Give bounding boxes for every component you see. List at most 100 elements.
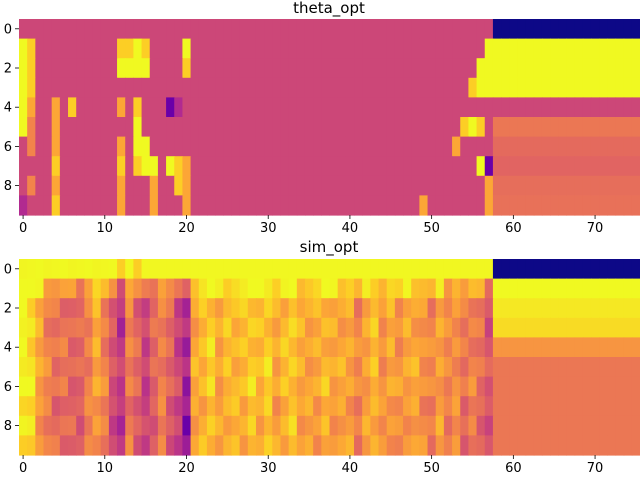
heatmap-cell xyxy=(141,19,151,40)
heatmap-cell xyxy=(337,357,347,378)
heatmap-cell xyxy=(59,38,69,59)
heatmap-cell xyxy=(329,376,339,397)
heatmap-cell xyxy=(362,97,371,118)
heatmap-cell xyxy=(476,136,486,157)
heatmap-cell xyxy=(198,317,208,338)
heatmap-cell xyxy=(452,77,461,98)
heatmap-cell xyxy=(599,38,608,59)
heatmap-cell xyxy=(378,396,388,417)
heatmap-cell xyxy=(566,77,576,98)
heatmap-cell xyxy=(517,58,527,79)
heatmap-cell xyxy=(345,337,355,358)
heatmap-cell xyxy=(394,117,404,138)
heatmap-cell xyxy=(435,175,445,196)
heatmap-cell xyxy=(133,396,143,417)
heatmap-cell xyxy=(166,298,175,319)
heatmap-cell xyxy=(631,175,640,196)
heatmap-cell xyxy=(182,278,192,299)
heatmap-cell xyxy=(239,337,249,358)
heatmap-cell xyxy=(435,396,445,417)
heatmap-cell xyxy=(394,357,404,378)
heatmap-cell xyxy=(550,259,559,280)
heatmap-cell xyxy=(125,357,134,378)
heatmap-cell xyxy=(92,317,102,338)
heatmap-cell xyxy=(19,415,28,436)
heatmap-cell xyxy=(272,337,282,358)
heatmap-cell xyxy=(345,38,355,59)
heatmap-cell xyxy=(427,435,437,456)
heatmap-cell xyxy=(206,136,216,157)
heatmap-cell xyxy=(51,435,61,456)
heatmap-cell xyxy=(403,38,412,59)
heatmap-cell xyxy=(190,317,200,338)
heatmap-cell xyxy=(337,19,347,40)
heatmap-cell xyxy=(631,357,640,378)
heatmap-cell xyxy=(304,415,314,436)
heatmap-cell xyxy=(19,77,28,98)
heatmap-cell xyxy=(280,396,290,417)
heatmap-cell xyxy=(35,376,45,397)
heatmap-cell xyxy=(157,337,167,358)
heatmap-cell xyxy=(631,136,640,157)
heatmap-cell xyxy=(280,357,290,378)
heatmap-cell xyxy=(435,19,445,40)
heatmap-cell xyxy=(190,58,200,79)
heatmap-cell xyxy=(190,19,200,40)
heatmap-cell xyxy=(411,435,420,456)
heatmap-cell xyxy=(484,278,494,299)
heatmap-cell xyxy=(27,435,36,456)
heatmap-cell xyxy=(255,415,265,436)
heatmap-cell xyxy=(223,58,233,79)
heatmap-cell xyxy=(174,435,184,456)
heatmap-cell xyxy=(117,415,126,436)
heatmap-cell xyxy=(206,195,216,216)
heatmap-cell xyxy=(313,175,322,196)
heatmap-cell xyxy=(108,195,118,216)
heatmap-cell xyxy=(517,396,527,417)
heatmap-cell xyxy=(43,58,53,79)
heatmap-cell xyxy=(133,259,143,280)
heatmap-cell xyxy=(517,376,527,397)
heatmap-cell xyxy=(125,317,134,338)
heatmap-cell xyxy=(223,337,233,358)
heatmap-cell xyxy=(468,97,478,118)
heatmap-cell xyxy=(51,317,61,338)
heatmap-cell xyxy=(304,435,314,456)
heatmap-cell xyxy=(517,117,527,138)
heatmap-cell xyxy=(337,136,347,157)
heatmap-cell xyxy=(631,58,640,79)
heatmap-cell xyxy=(378,415,388,436)
heatmap-cell xyxy=(452,278,461,299)
heatmap-cell xyxy=(631,278,640,299)
heatmap-cell xyxy=(239,278,249,299)
heatmap-cell xyxy=(231,278,241,299)
heatmap-cell xyxy=(223,357,233,378)
heatmap-cell xyxy=(541,396,551,417)
heatmap-cell xyxy=(419,298,429,319)
heatmap-cell xyxy=(27,156,36,177)
heatmap-cell xyxy=(345,259,355,280)
heatmap-cell xyxy=(386,156,396,177)
heatmap-cell xyxy=(272,195,282,216)
heatmap-cell xyxy=(541,376,551,397)
heatmap-cell xyxy=(394,376,404,397)
heatmap-cell xyxy=(198,278,208,299)
heatmap-cell xyxy=(198,415,208,436)
heatmap-cell xyxy=(304,298,314,319)
heatmap-cell xyxy=(133,117,143,138)
heatmap-cell xyxy=(411,38,420,59)
heatmap-cell xyxy=(566,376,576,397)
heatmap-cell xyxy=(460,376,470,397)
heatmap-cell xyxy=(558,376,568,397)
heatmap-cell xyxy=(541,415,551,436)
heatmap-cell xyxy=(427,38,437,59)
heatmap-cell xyxy=(525,376,535,397)
heatmap-cell xyxy=(419,415,429,436)
heatmap-cell xyxy=(272,77,282,98)
y-tick-label: 8 xyxy=(4,179,12,194)
heatmap-cell xyxy=(501,97,510,118)
x-tick-label: 30 xyxy=(260,221,277,236)
heatmap-cell xyxy=(558,396,568,417)
heatmap-cell xyxy=(411,259,420,280)
heatmap-cell xyxy=(296,77,306,98)
